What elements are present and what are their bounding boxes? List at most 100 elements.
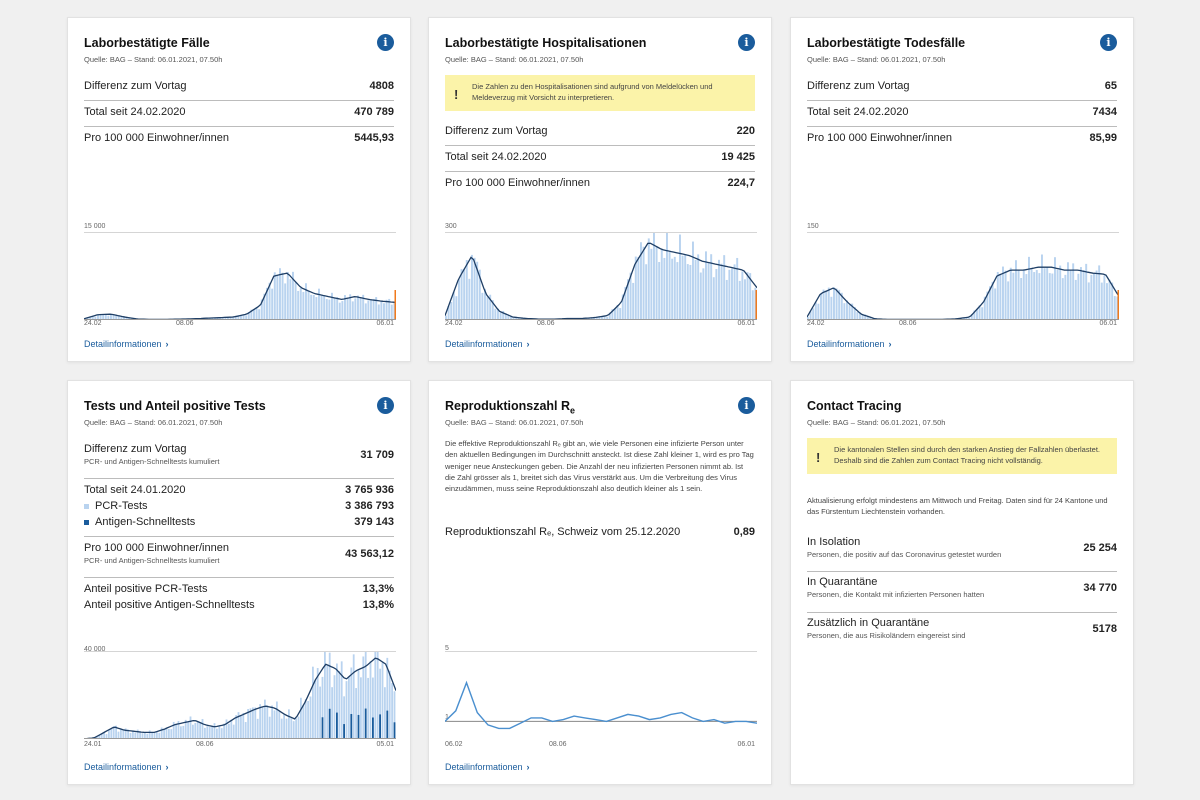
chart-bar: [249, 708, 252, 739]
chart-bar: [117, 315, 120, 320]
chart-bar: [328, 299, 331, 320]
detail-link[interactable]: Detailinformationen ›: [445, 339, 530, 349]
chart-bar: [1033, 272, 1036, 320]
chart-bar: [268, 716, 271, 739]
stat-value: 19 425: [721, 151, 755, 163]
chart-bar: [281, 272, 284, 320]
detail-link-label: Detailinformationen: [84, 762, 162, 772]
card-source: Quelle: BAG – Stand: 06.01.2021, 07.50h: [445, 418, 584, 427]
chart-bar: [642, 246, 645, 320]
chart-bar: [364, 652, 367, 739]
chart-bar: [681, 255, 684, 320]
detail-link[interactable]: Detailinformationen ›: [84, 762, 169, 772]
chart-bar: [220, 728, 223, 739]
chart-bar: [710, 254, 713, 320]
chart-bar: [629, 272, 632, 320]
chart-bar: [830, 296, 833, 320]
chart-bar: [273, 710, 276, 739]
chart-bar: [694, 259, 697, 320]
chart-bar: [616, 304, 619, 320]
card-source: Quelle: BAG – Stand: 06.01.2021, 07.50h: [84, 418, 223, 427]
chart-bar: [504, 313, 507, 320]
chart-bar: [288, 709, 290, 739]
info-icon[interactable]: i: [377, 34, 394, 51]
chart-bar: [640, 242, 642, 320]
chart-bar: [102, 314, 105, 320]
chart-bar: [478, 269, 481, 320]
chart-bar: [279, 268, 281, 320]
chart-bar: [122, 730, 125, 739]
detail-link[interactable]: Detailinformationen ›: [445, 762, 530, 772]
chart-bar: [653, 233, 655, 320]
card-source: Quelle: BAG – Stand: 06.01.2021, 07.50h: [84, 55, 223, 64]
chart-bar: [364, 303, 367, 320]
chart-bar: [861, 315, 864, 320]
chart-bar: [1022, 269, 1025, 320]
chart-bar: [986, 291, 989, 320]
chart-bar: [869, 317, 872, 320]
chart-bar: [338, 302, 341, 320]
chart-bar: [115, 725, 117, 739]
chart-bar: [120, 317, 123, 320]
chart-bar: [184, 719, 187, 739]
chart-bar: [237, 315, 240, 320]
stat-value: 220: [736, 125, 755, 137]
info-icon[interactable]: i: [377, 397, 394, 414]
chart-latest-bar: [1117, 290, 1119, 320]
chart-bar: [370, 300, 372, 320]
chart-bar: [510, 316, 512, 320]
chart-bar: [603, 315, 606, 320]
chart-bar-antigen: [336, 712, 338, 739]
chart-bar: [153, 732, 156, 739]
chart-bar: [381, 662, 384, 739]
chart-bar: [388, 298, 391, 320]
chart-bar: [216, 317, 219, 320]
chart-bar: [310, 294, 313, 320]
chart-bar: [744, 279, 746, 320]
chart-bar: [300, 697, 302, 739]
card-source: Quelle: BAG – Stand: 06.01.2021, 07.50h: [807, 55, 946, 64]
chart-bar: [302, 291, 305, 320]
chart-bar: [973, 310, 976, 320]
chart-bar: [354, 298, 357, 320]
chart-bar: [105, 734, 108, 739]
chart-bar: [211, 725, 213, 739]
chart-average-line: [84, 272, 396, 320]
chart-bar-antigen: [343, 724, 345, 739]
warning-icon: !: [454, 86, 459, 102]
chart-bar: [292, 271, 294, 320]
chart-x-label: 08.06: [176, 320, 194, 327]
warning-text: Die kantonalen Stellen sind durch den st…: [834, 445, 1100, 465]
warning-box: ! Die kantonalen Stellen sind durch den s…: [807, 438, 1117, 474]
chart-bar: [590, 317, 593, 320]
detail-link-label: Detailinformationen: [445, 339, 523, 349]
stat-label: Anteil positive PCR-Tests: [84, 583, 208, 595]
chart-bar: [751, 290, 754, 320]
stat-value: 470 789: [354, 106, 394, 118]
stat-value: 13,3%: [362, 583, 394, 595]
detail-link[interactable]: Detailinformationen ›: [807, 339, 892, 349]
info-icon[interactable]: i: [1100, 34, 1117, 51]
stat-row-diff: Differenz zum Vortag 220: [445, 125, 755, 137]
chart-bar: [124, 728, 127, 739]
chart-bar: [218, 726, 221, 739]
chart-bar: [276, 701, 278, 739]
chart-bar: [139, 731, 141, 739]
chart-bar: [211, 317, 214, 320]
chart-bar: [260, 299, 263, 320]
info-icon[interactable]: i: [738, 397, 755, 414]
chart-bar: [307, 700, 309, 739]
warning-icon: !: [816, 449, 821, 465]
chart-bar: [163, 729, 165, 739]
chart-x-label: 05.01: [376, 741, 394, 748]
chart-bar: [345, 681, 348, 739]
chart-bar: [194, 722, 197, 739]
chart-bar: [103, 732, 105, 739]
chart-bar: [351, 301, 354, 320]
stat-label: Differenz zum Vortag: [84, 443, 187, 455]
card-reproduction-number: Reproduktionszahl Re Quelle: BAG – Stand…: [428, 380, 772, 785]
info-icon[interactable]: i: [738, 34, 755, 51]
detail-link[interactable]: Detailinformationen ›: [84, 339, 169, 349]
stat-value: 379 143: [354, 516, 394, 528]
stat-value: 13,8%: [362, 599, 394, 611]
